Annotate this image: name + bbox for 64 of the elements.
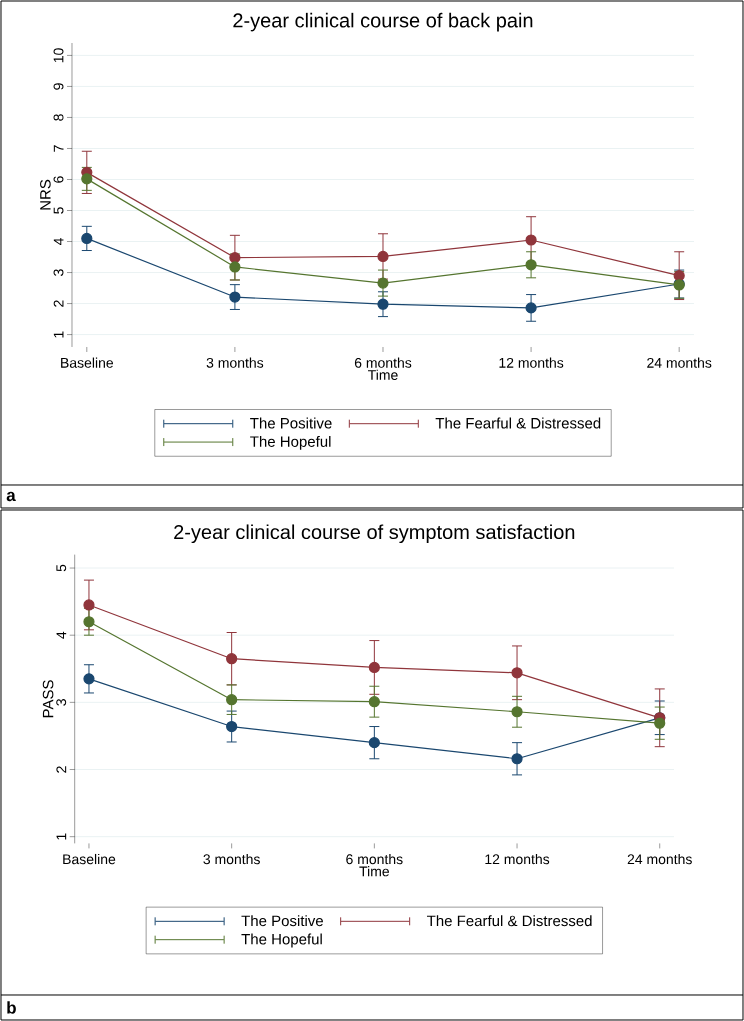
x-tick-label: Baseline — [63, 853, 116, 865]
chart-title: 2-year clinical course of back pain — [233, 12, 533, 32]
y-tick-label: 4 — [56, 631, 67, 639]
point — [81, 232, 93, 245]
x-axis-title: Time — [368, 369, 398, 380]
point — [83, 673, 95, 685]
y-tick-label: 9 — [53, 83, 64, 90]
y-tick-label: 2 — [53, 300, 64, 307]
point — [229, 261, 241, 273]
legend-label: The Fearful & Distressed — [426, 915, 592, 927]
point — [229, 291, 241, 303]
point — [81, 173, 93, 185]
point — [368, 661, 380, 674]
point — [377, 298, 389, 310]
y-tick-label: 2 — [56, 766, 67, 773]
point — [83, 616, 95, 628]
legend-label: The Fearful & Distressed — [435, 417, 601, 429]
point — [226, 653, 238, 665]
y-axis-title: NRS — [40, 179, 51, 210]
legend-label: The Hopeful — [250, 435, 331, 450]
point — [229, 252, 241, 264]
point — [226, 720, 238, 733]
point — [525, 259, 537, 271]
legend-label: The Positive — [250, 417, 332, 429]
point — [368, 696, 380, 708]
point — [368, 737, 380, 749]
point — [525, 234, 537, 246]
point — [377, 277, 389, 289]
x-tick-label: 24 months — [627, 853, 692, 865]
text: a — [6, 491, 16, 502]
point — [525, 302, 537, 314]
y-tick-label: 7 — [53, 145, 64, 152]
y-tick-label: 10 — [53, 48, 64, 63]
y-tick-label: 6 — [53, 176, 64, 183]
point — [673, 270, 685, 282]
point — [511, 753, 523, 765]
x-tick-label: 3 months — [203, 853, 260, 865]
y-tick-label: 3 — [53, 269, 64, 276]
x-axis-title: Time — [359, 866, 390, 877]
chart-title: 2-year clinical course of symptom satisfaction — [174, 524, 575, 544]
point — [511, 706, 523, 718]
x-tick-label: 12 months — [485, 853, 550, 865]
x-tick-label: 6 months — [346, 853, 403, 865]
point — [511, 667, 523, 679]
y-tick-label: 5 — [56, 564, 67, 572]
y-tick-label: 1 — [56, 833, 67, 840]
y-tick-label: 1 — [53, 331, 64, 338]
y-axis-title: PASS — [42, 680, 54, 718]
point — [654, 717, 666, 729]
legend-label: The Positive — [241, 915, 323, 927]
x-tick-label: Baseline — [61, 357, 114, 368]
point — [226, 694, 238, 706]
y-tick-label: 5 — [53, 207, 64, 214]
x-tick-label: 6 months — [354, 357, 412, 368]
y-tick-label: 3 — [56, 699, 67, 706]
x-tick-label: 3 months — [206, 357, 264, 368]
y-tick-label: 4 — [53, 238, 64, 246]
x-tick-label: 12 months — [499, 357, 564, 368]
point — [377, 250, 389, 263]
x-tick-label: 24 months — [647, 357, 712, 368]
text: b — [7, 1001, 16, 1014]
point — [83, 599, 95, 611]
legend-label: The Hopeful — [241, 933, 322, 948]
y-tick-label: 8 — [53, 114, 64, 121]
